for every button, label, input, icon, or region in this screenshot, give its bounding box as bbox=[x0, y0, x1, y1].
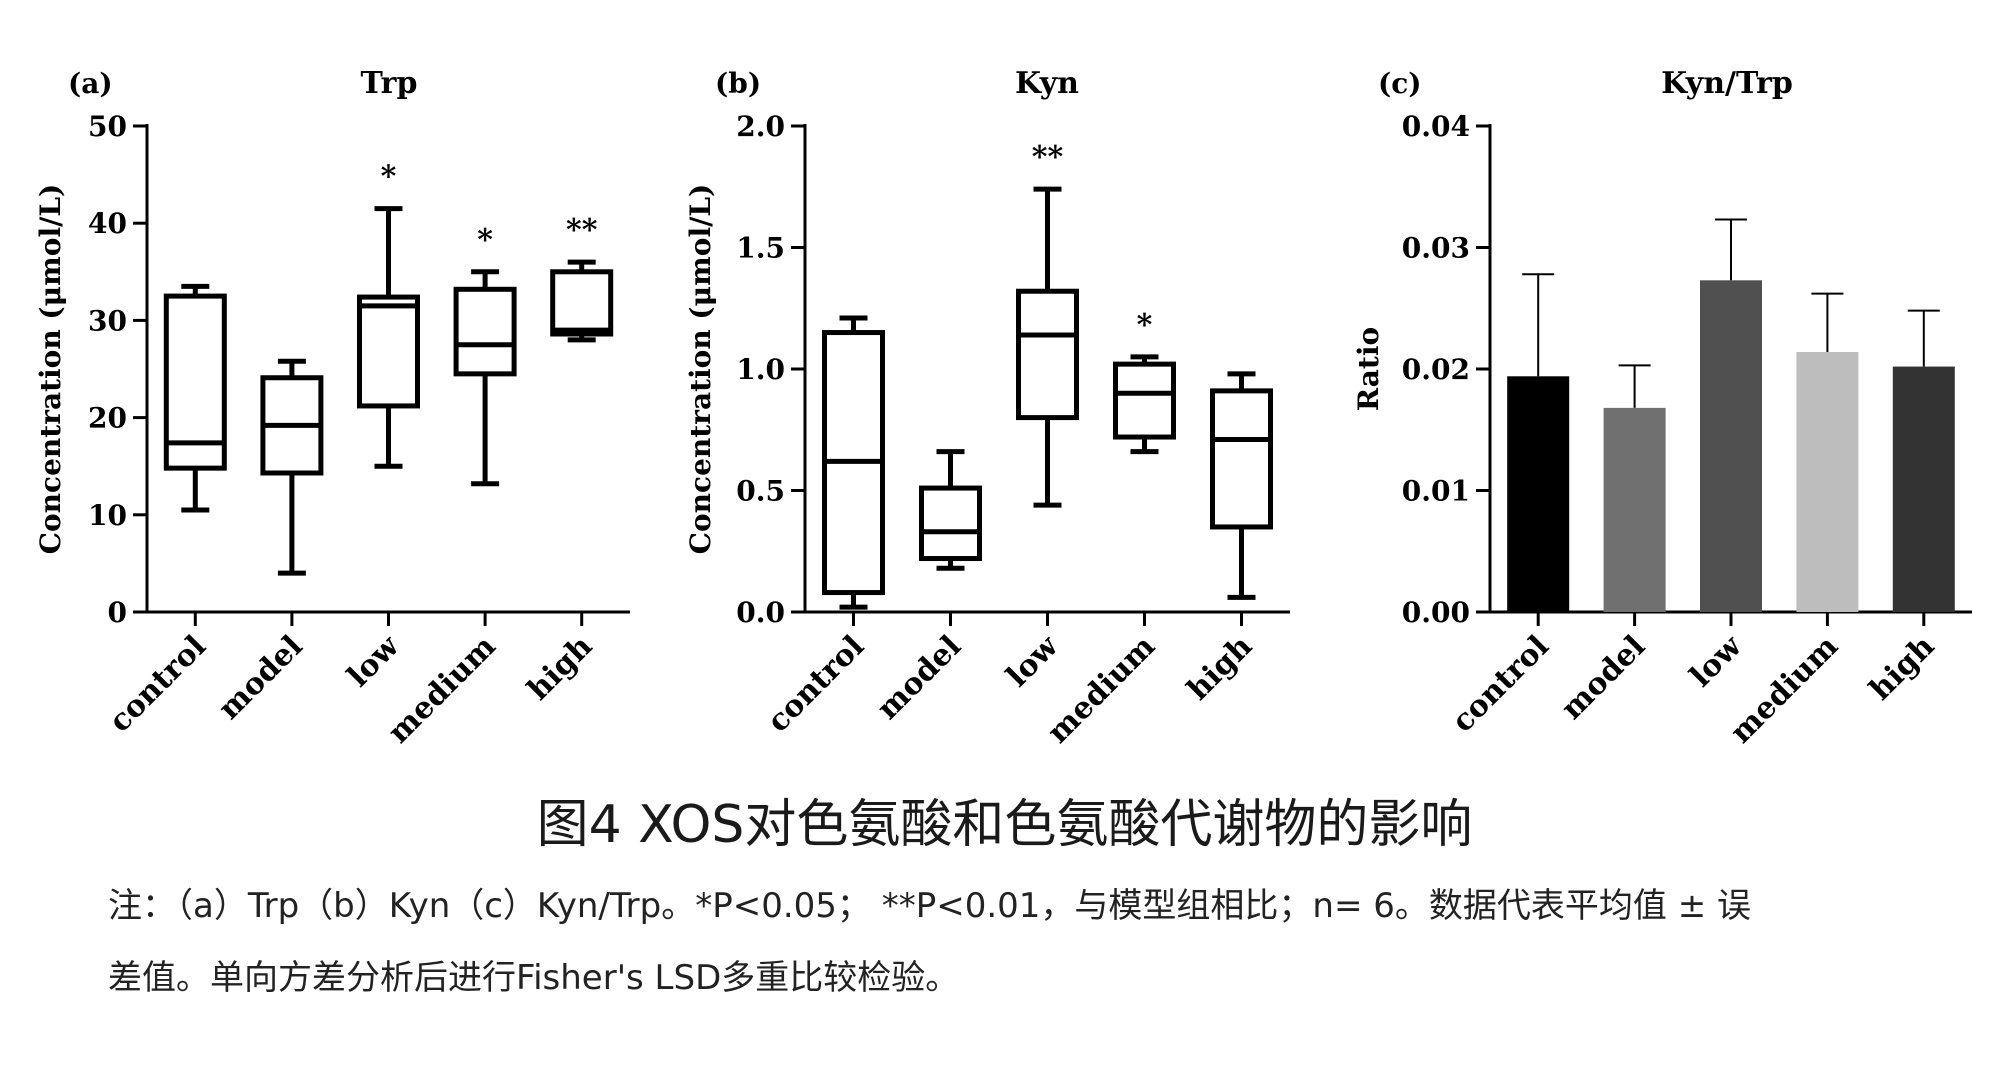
x-tick-label: high bbox=[521, 629, 600, 708]
x-tick-label: model bbox=[1555, 629, 1653, 727]
x-tick-label: low bbox=[1683, 628, 1749, 694]
box-high bbox=[1210, 371, 1273, 600]
bar bbox=[1603, 407, 1666, 612]
box-iqr bbox=[357, 294, 420, 409]
y-tick-label: 0.01 bbox=[1402, 475, 1470, 508]
bar-high bbox=[1892, 309, 1955, 612]
box-control bbox=[163, 283, 227, 513]
bar-low bbox=[1700, 218, 1762, 612]
bar bbox=[1700, 280, 1762, 612]
box-iqr bbox=[453, 286, 517, 377]
x-tick-label: medium bbox=[1041, 629, 1163, 751]
chart-title: Kyn/Trp bbox=[1661, 66, 1793, 101]
box-medium: * bbox=[453, 223, 517, 487]
box-low: * bbox=[357, 160, 420, 469]
bar bbox=[1892, 366, 1955, 612]
y-axis-label: Ratio bbox=[1352, 327, 1385, 411]
box-iqr bbox=[163, 293, 227, 471]
x-tick-label: low bbox=[1000, 628, 1066, 694]
y-tick-label: 0.00 bbox=[1402, 596, 1470, 629]
box-iqr bbox=[1016, 288, 1079, 421]
bar-medium bbox=[1796, 292, 1859, 612]
box-medium: * bbox=[1113, 308, 1176, 455]
significance-marker: * bbox=[381, 160, 397, 195]
bar bbox=[1796, 351, 1859, 612]
box-iqr bbox=[1113, 361, 1176, 440]
x-tick-label: control bbox=[761, 629, 871, 739]
box-model bbox=[260, 358, 324, 576]
chart-title: Kyn bbox=[1015, 66, 1079, 101]
figure-caption-note-line2: 差值。单向方差分析后进行Fisher's LSD多重比较检验。 bbox=[108, 958, 960, 998]
y-tick-label: 1.0 bbox=[736, 353, 785, 386]
figure-caption-note-line1: 注：（a）Trp（b）Kyn（c）Kyn/Trp。*P<0.05； **P<0.… bbox=[108, 886, 1751, 926]
x-tick-label: low bbox=[341, 628, 407, 694]
y-tick-label: 2.0 bbox=[736, 110, 785, 143]
x-tick-label: medium bbox=[381, 629, 503, 751]
chart-title: Trp bbox=[361, 66, 418, 101]
box-iqr bbox=[1210, 388, 1273, 530]
panel-label: (b) bbox=[715, 67, 761, 100]
bar-model bbox=[1603, 364, 1666, 612]
panel-label: (a) bbox=[68, 67, 113, 100]
y-tick-label: 40 bbox=[88, 207, 127, 240]
box-model bbox=[919, 449, 982, 571]
bar bbox=[1507, 376, 1570, 612]
y-tick-label: 20 bbox=[88, 402, 127, 435]
y-tick-label: 0.03 bbox=[1402, 232, 1470, 265]
x-tick-label: model bbox=[870, 629, 968, 727]
y-tick-label: 50 bbox=[88, 110, 127, 143]
x-tick-label: high bbox=[1181, 629, 1260, 708]
y-tick-label: 0.02 bbox=[1402, 353, 1470, 386]
significance-marker: * bbox=[1137, 308, 1153, 343]
y-axis-label: Concentration (μmol/L) bbox=[34, 184, 67, 555]
significance-marker: ** bbox=[1032, 140, 1064, 175]
y-axis-label: Concentration (μmol/L) bbox=[684, 184, 717, 555]
y-tick-label: 0.04 bbox=[1402, 110, 1470, 143]
chart-panel-3: (c) Kyn/Trp Ratio 0.00 0.01 0.02 0.03 0.04 contr… bbox=[1352, 66, 1972, 750]
x-tick-label: control bbox=[103, 629, 213, 739]
y-tick-label: 1.5 bbox=[736, 232, 785, 265]
chart-panel-2: (b) Kyn Concentration (μmol/L) 0.0 0.5 1.0 1.5… bbox=[684, 66, 1290, 750]
chart-panel-1: (a) Trp Concentration (μmol/L) 0 10 20 30 40 50 c… bbox=[34, 66, 630, 750]
box-control bbox=[822, 315, 885, 610]
significance-marker: * bbox=[477, 223, 493, 258]
box-low: ** bbox=[1016, 140, 1079, 508]
box-iqr bbox=[919, 485, 982, 562]
box-iqr bbox=[550, 269, 614, 337]
y-tick-label: 10 bbox=[88, 499, 127, 532]
x-tick-label: high bbox=[1863, 629, 1942, 708]
x-tick-label: model bbox=[212, 629, 310, 727]
y-tick-label: 30 bbox=[88, 304, 127, 337]
bar-control bbox=[1507, 273, 1570, 612]
y-tick-label: 0.0 bbox=[736, 596, 785, 629]
panel-label: (c) bbox=[1378, 67, 1422, 100]
box-high: ** bbox=[550, 213, 614, 343]
significance-marker: ** bbox=[566, 213, 598, 248]
x-tick-label: control bbox=[1445, 629, 1555, 739]
y-tick-label: 0.5 bbox=[736, 475, 785, 508]
figure-charts: (a) Trp Concentration (μmol/L) 0 10 20 30 40 50 c… bbox=[34, 66, 1972, 750]
figure-caption-title: 图4 XOS对色氨酸和色氨酸代谢物的影响 bbox=[536, 795, 1473, 855]
y-tick-label: 0 bbox=[108, 596, 127, 629]
